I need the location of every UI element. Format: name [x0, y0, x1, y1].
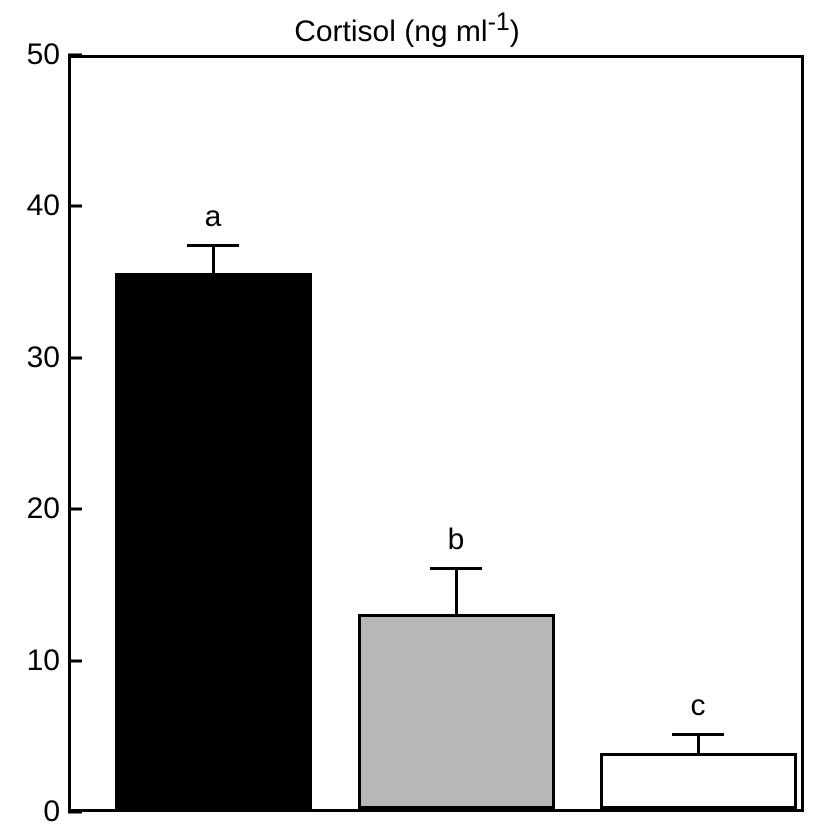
- y-tick-label: 0: [43, 795, 60, 829]
- error-bar-stem: [697, 733, 700, 756]
- y-tick-mark: [68, 356, 82, 359]
- y-tick-label: 10: [27, 644, 60, 678]
- error-bar-cap: [187, 244, 239, 247]
- y-tick-mark: [68, 659, 82, 662]
- y-tick-mark: [68, 205, 82, 208]
- y-tick-mark: [68, 54, 82, 57]
- error-bar-stem: [212, 244, 215, 276]
- y-tick-label: 40: [27, 189, 60, 223]
- bar: [600, 753, 797, 809]
- error-bar-stem: [455, 567, 458, 617]
- y-tick-mark: [68, 811, 82, 814]
- significance-label: b: [448, 523, 465, 557]
- y-tick-label: 30: [27, 341, 60, 375]
- cortisol-bar-chart: Cortisol (ng ml-1) 0 10 20 30 40 50 a b c: [0, 0, 814, 832]
- y-tick-label: 50: [27, 38, 60, 72]
- bar: [115, 273, 312, 809]
- error-bar-cap: [672, 733, 724, 736]
- y-tick-label: 20: [27, 492, 60, 526]
- error-bar-cap: [430, 567, 482, 570]
- bar: [358, 614, 555, 809]
- significance-label: c: [691, 689, 706, 723]
- significance-label: a: [205, 200, 222, 234]
- chart-title: Cortisol (ng ml-1): [294, 8, 520, 49]
- y-tick-mark: [68, 508, 82, 511]
